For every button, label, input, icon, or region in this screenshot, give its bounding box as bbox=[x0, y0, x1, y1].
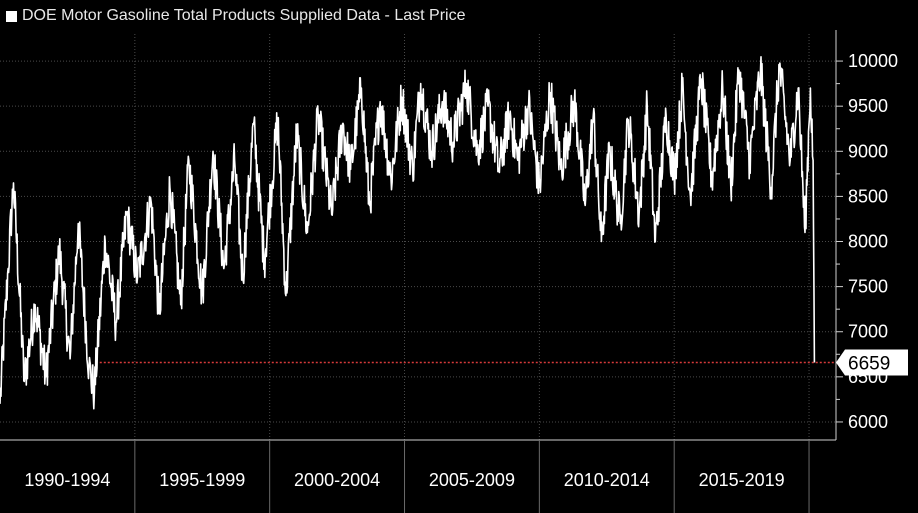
y-tick-label: 9000 bbox=[848, 141, 888, 161]
y-tick-label: 8000 bbox=[848, 232, 888, 252]
x-tick-label: 2005-2009 bbox=[429, 470, 515, 490]
chart-title: DOE Motor Gasoline Total Products Suppli… bbox=[22, 7, 466, 24]
x-axis: 1990-1994 1995-1999 2000-2004 2005-2009 2010… bbox=[0, 439, 836, 513]
series-line bbox=[0, 56, 816, 410]
y-tick-label: 7000 bbox=[848, 322, 888, 342]
grid-lines bbox=[0, 34, 836, 440]
y-tick-label: 7500 bbox=[848, 277, 888, 297]
x-tick-label: 1990-1994 bbox=[24, 470, 110, 490]
x-tick-label: 2015-2019 bbox=[699, 470, 785, 490]
x-tick-label: 2000-2004 bbox=[294, 470, 380, 490]
series-path bbox=[0, 56, 816, 410]
x-tick-label: 2010-2014 bbox=[564, 470, 650, 490]
legend-swatch bbox=[6, 10, 17, 22]
x-tick-label: 1995-1999 bbox=[159, 470, 245, 490]
chart-legend: DOE Motor Gasoline Total Products Suppli… bbox=[6, 7, 465, 25]
y-tick-label: 8500 bbox=[848, 186, 888, 206]
y-tick-label: 6000 bbox=[848, 412, 888, 432]
last-value-callout: 6659 bbox=[836, 349, 908, 376]
last-value-label: 6659 bbox=[848, 353, 890, 374]
y-tick-label: 9500 bbox=[848, 96, 888, 116]
last-value-box bbox=[836, 349, 908, 376]
y-tick-label: 10000 bbox=[848, 51, 898, 71]
